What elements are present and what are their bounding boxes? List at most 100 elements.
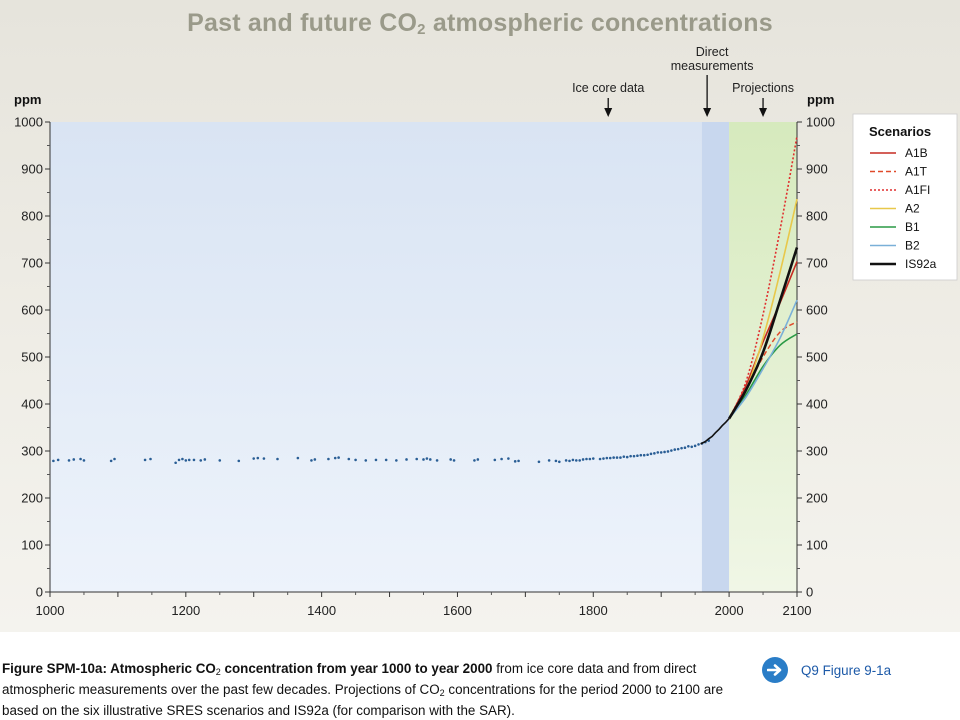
annotation-text: Projections [732, 81, 794, 95]
y-tick-label-right: 700 [806, 256, 828, 271]
y-tick-label-left: 300 [21, 444, 43, 459]
co2-chart: 0 0 100 100 200 200 300 300 400 400 500 500 600 600 70… [14, 45, 958, 618]
ice-core-point [313, 458, 317, 461]
ice-core-point [174, 461, 177, 465]
ice-core-point [52, 459, 55, 463]
ice-core-point [405, 458, 408, 461]
region-direct [701, 122, 730, 592]
ice-core-point [82, 459, 86, 462]
region-ice-core [50, 122, 702, 592]
ice-core-point [670, 449, 673, 452]
legend: Scenarios A1B A1T A1FI A2 B1 B2 IS92a [852, 113, 958, 281]
y-tick-label-right: 0 [806, 585, 813, 600]
ice-core-point [642, 453, 646, 457]
legend-label-b1: B1 [905, 220, 920, 234]
y-tick-label-left: 200 [21, 491, 43, 506]
ice-core-point [337, 456, 340, 459]
annotation-arrow-head [759, 108, 768, 117]
ice-core-point [605, 456, 609, 460]
ice-core-point [659, 451, 663, 454]
series-line-a1fi [728, 135, 798, 419]
direct-measurements-line [700, 418, 730, 445]
annotation-arrow-head [604, 108, 613, 117]
y-tick-label-right: 1000 [806, 115, 835, 130]
ice-core-point [663, 450, 666, 454]
y-tick-label-right: 300 [806, 444, 828, 459]
ice-core-point [554, 459, 558, 463]
ice-core-point [653, 452, 656, 455]
ice-core-point [435, 459, 439, 462]
ice-core-point [422, 458, 425, 461]
legend-box [852, 113, 958, 281]
ice-core-point [72, 458, 76, 461]
ice-core-point [296, 456, 300, 460]
ice-core-point [585, 457, 588, 461]
y-tick-label-left: 400 [21, 397, 43, 412]
ice-core-point [687, 445, 690, 448]
ice-core-point [181, 457, 184, 461]
legend-label-a1t: A1T [905, 165, 928, 179]
ice-core-point [310, 459, 313, 462]
ice-core-point [683, 446, 687, 450]
x-tick-label: 2100 [783, 603, 812, 618]
figure-link-button[interactable]: Q9 Figure 9-1a [762, 657, 891, 683]
ice-core-point [149, 457, 152, 461]
ice-core-point [680, 446, 683, 450]
annotation-text: Ice core data [572, 81, 644, 95]
ice-core-point [690, 445, 694, 449]
ice-core-point [276, 457, 279, 461]
ice-core-point [513, 460, 517, 463]
ice-core-point [425, 457, 429, 460]
arrow-right-icon[interactable] [762, 657, 788, 683]
ice-core-point [564, 459, 568, 462]
ice-core-point [608, 456, 612, 460]
ice-core-point [79, 457, 82, 461]
ice-core-point [384, 458, 388, 462]
figure-link-label[interactable]: Q9 Figure 9-1a [801, 662, 892, 678]
ice-core-point [588, 457, 592, 461]
ice-core-point [697, 443, 700, 446]
ice-core-point [347, 457, 351, 461]
ice-core-point [177, 458, 181, 462]
x-tick-label: 1800 [579, 603, 608, 618]
ice-core-point [578, 459, 581, 462]
ice-core-point [568, 459, 571, 463]
ice-core-point [187, 458, 191, 462]
ice-core-point [109, 459, 113, 463]
y-tick-label-right: 100 [806, 538, 828, 553]
legend-title: Scenarios [869, 124, 931, 139]
region-projections [729, 122, 797, 592]
ice-core-point [199, 459, 203, 462]
y-tick-label-right: 400 [806, 397, 828, 412]
ice-core-point [615, 456, 619, 459]
y-tick-label-right: 600 [806, 303, 828, 318]
series-line-b2 [728, 299, 798, 420]
ice-core-point [693, 444, 697, 448]
ice-core-point [500, 457, 503, 461]
ice-core-point [646, 453, 649, 457]
ice-core-point [636, 454, 639, 458]
ice-core-point [639, 453, 643, 457]
ice-core-point [473, 459, 476, 462]
ice-core-point [218, 459, 222, 462]
y-tick-label-left: 0 [36, 585, 43, 600]
legend-label-is92a: IS92a [905, 257, 937, 271]
legend-label-a2: A2 [905, 202, 920, 216]
ice-core-point [415, 457, 419, 461]
x-tick-label: 1000 [36, 603, 65, 618]
ice-core-point [676, 447, 680, 451]
y-axis-label-left: ppm [14, 92, 41, 107]
legend-label-b2: B2 [905, 239, 920, 253]
legend-label-a1fi: A1FI [905, 183, 930, 197]
ice-core-point [374, 458, 378, 462]
ice-core-point [143, 458, 147, 462]
ice-core-point [547, 459, 551, 462]
x-tick-label: 1200 [171, 603, 200, 618]
ice-core-point [591, 457, 595, 460]
ice-core-point [452, 459, 456, 462]
ice-core-point [364, 459, 368, 462]
ice-core-point [666, 450, 670, 453]
ice-core-point [622, 455, 626, 458]
ice-core-point [113, 457, 116, 461]
chart-area: Past and future CO2 atmospheric concentr… [0, 0, 960, 632]
